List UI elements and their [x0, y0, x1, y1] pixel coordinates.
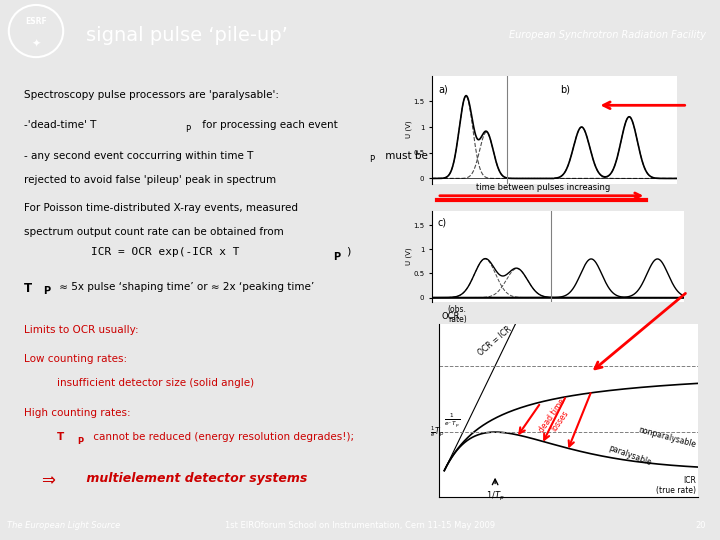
Text: P: P — [369, 156, 374, 164]
Text: spectrum output count rate can be obtained from: spectrum output count rate can be obtain… — [24, 227, 284, 237]
Text: ESRF: ESRF — [25, 17, 47, 26]
Text: P: P — [184, 125, 190, 134]
Text: time between pulses increasing: time between pulses increasing — [476, 184, 610, 192]
Text: T: T — [58, 433, 65, 442]
Text: ): ) — [346, 247, 352, 257]
Text: for processing each event: for processing each event — [199, 120, 338, 130]
Text: $\frac{1}{e} T_p$: $\frac{1}{e} T_p$ — [430, 425, 444, 440]
Text: -'dead-time' T: -'dead-time' T — [24, 120, 96, 130]
Text: OCR: OCR — [442, 312, 460, 321]
Text: paralysable: paralysable — [607, 443, 652, 468]
Text: T: T — [24, 282, 32, 295]
Text: - any second event coccurring within time T: - any second event coccurring within tim… — [24, 151, 253, 161]
Text: P: P — [333, 252, 340, 262]
Text: The European Light Source: The European Light Source — [7, 521, 120, 530]
Text: a): a) — [438, 84, 448, 94]
Text: ✦: ✦ — [31, 38, 41, 49]
Text: For Poisson time-distributed X-ray events, measured: For Poisson time-distributed X-ray event… — [24, 203, 298, 213]
Y-axis label: U (V): U (V) — [405, 121, 412, 138]
Text: Low counting rates:: Low counting rates: — [24, 354, 127, 364]
Text: Limits to OCR usually:: Limits to OCR usually: — [24, 326, 138, 335]
Text: P: P — [42, 286, 50, 296]
Text: cannot be reduced (energy resolution degrades!);: cannot be reduced (energy resolution deg… — [90, 433, 354, 442]
Y-axis label: U (V): U (V) — [405, 248, 412, 265]
Text: must be: must be — [382, 151, 428, 161]
Text: insufficient detector size (solid angle): insufficient detector size (solid angle) — [58, 378, 254, 388]
Text: OCR = ICR: OCR = ICR — [477, 325, 513, 357]
Text: ICR = OCR exp(-ICR x T: ICR = OCR exp(-ICR x T — [91, 247, 239, 257]
Text: ⇒: ⇒ — [40, 471, 55, 490]
Text: European Synchrotron Radiation Facility: European Synchrotron Radiation Facility — [508, 30, 706, 40]
Text: Spectroscopy pulse processors are 'paralysable':: Spectroscopy pulse processors are 'paral… — [24, 90, 279, 100]
Text: ≈ 5x pulse ‘shaping time’ or ≈ 2x ‘peaking time’: ≈ 5x pulse ‘shaping time’ or ≈ 2x ‘peaki… — [55, 282, 314, 292]
Text: rejected to avoid false 'pileup' peak in spectrum: rejected to avoid false 'pileup' peak in… — [24, 175, 276, 185]
Text: dead time
losses: dead time losses — [537, 397, 575, 440]
Text: P: P — [77, 437, 84, 445]
Text: c): c) — [437, 218, 446, 228]
Text: b): b) — [560, 84, 570, 94]
Text: (obs.
rate): (obs. rate) — [448, 305, 467, 324]
Text: signal pulse ‘pile-up’: signal pulse ‘pile-up’ — [86, 25, 288, 45]
Text: ICR
(true rate): ICR (true rate) — [656, 476, 696, 495]
Text: 1st EIROforum School on Instrumentation, Cern 11-15 May 2009: 1st EIROforum School on Instrumentation,… — [225, 521, 495, 530]
Text: multielement detector systems: multielement detector systems — [82, 471, 307, 484]
Text: 20: 20 — [695, 521, 706, 530]
Text: $1/T_p$: $1/T_p$ — [486, 489, 505, 503]
Text: nonparalysable: nonparalysable — [637, 426, 697, 450]
Text: High counting rates:: High counting rates: — [24, 408, 130, 418]
Text: $\frac{1}{e \cdot T_p}$: $\frac{1}{e \cdot T_p}$ — [444, 411, 460, 430]
